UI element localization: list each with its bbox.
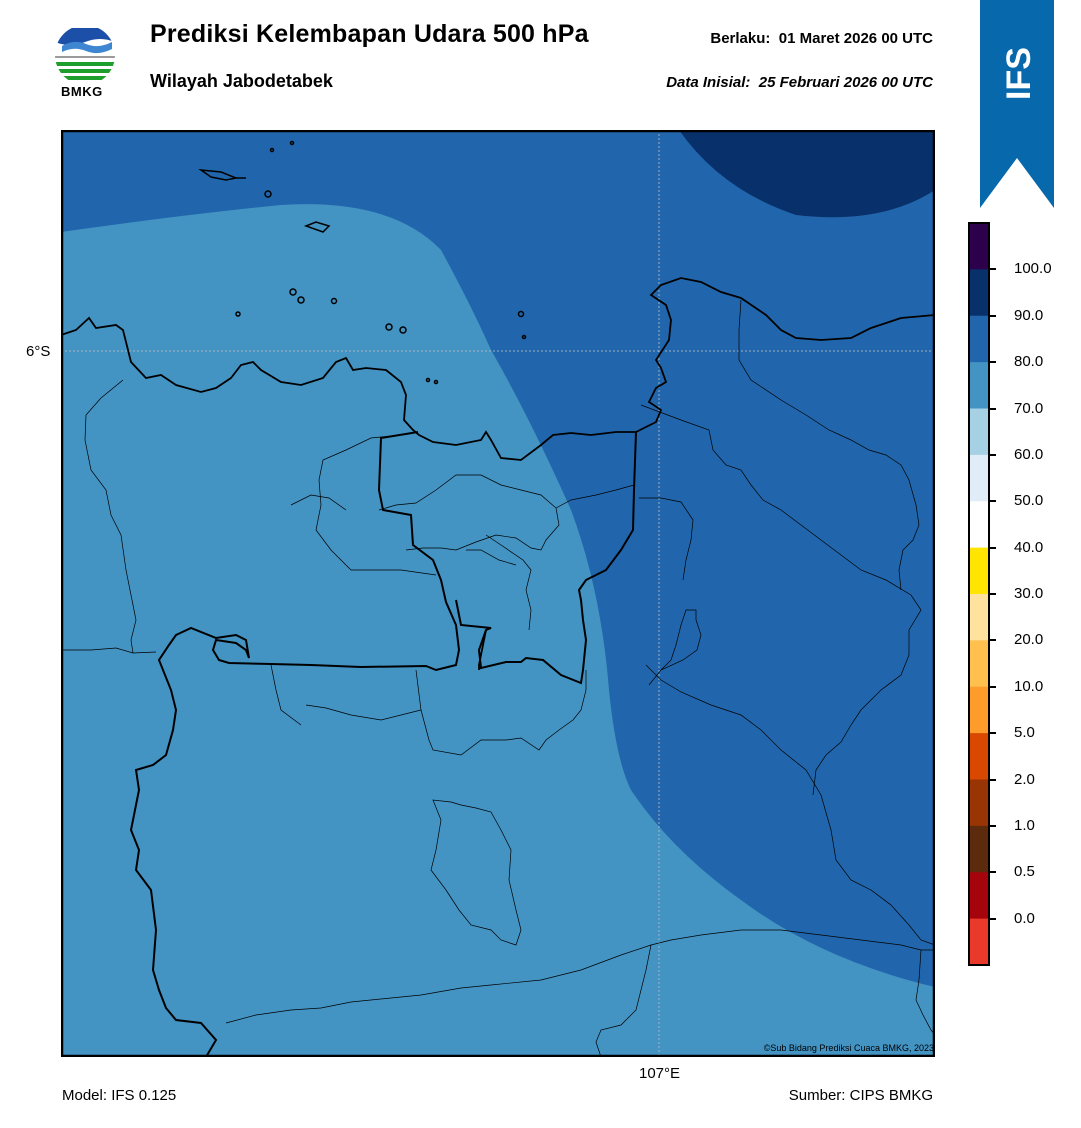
colorbar-tick [990,593,996,595]
colorbar-tick [990,453,996,456]
colorbar-tick [990,500,996,503]
logo-text: BMKG [61,84,103,99]
colorbar-tick [990,268,996,271]
regency-boundaries [61,299,935,1057]
ribbon-text: IFS [1000,47,1038,100]
province-boundary [129,431,461,1057]
colorbar-label: 70.0 [1014,399,1044,417]
colorbar-cell [969,779,989,827]
init-label: Data Inisial: [666,74,751,91]
colorbar-tick [990,314,996,317]
province-boundary-inner [478,629,487,670]
colorbar-cell [969,501,989,549]
colorbar-tick [990,871,996,874]
colorbar-tick [990,361,996,364]
coastline [61,277,935,461]
map-credit: ©Sub Bidang Prediksi Cuaca BMKG, 2023 [763,1043,934,1053]
colorbar-label: 60.0 [1014,445,1044,463]
colorbar-cell [969,872,989,920]
map-subtitle: Wilayah Jabodetabek [150,71,333,91]
colorbar-label: 80.0 [1014,353,1044,371]
colorbar-tick [990,917,996,920]
source-label: Sumber: CIPS BMKG [788,1087,933,1104]
zone-90-100 [679,130,935,218]
colorbar-label: 20.0 [1014,631,1044,649]
init-time: Data Inisial: 25 Februari 2026 00 UTC [666,74,933,91]
init-value: 25 Februari 2026 00 UTC [758,74,933,91]
colorbar-cell [969,594,989,641]
valid-time: Berlaku: 01 Maret 2026 00 UTC [710,30,933,47]
colorbar-cell [969,269,989,317]
humidity-map [61,130,935,1057]
zone-70-80 [61,204,935,1057]
colorbar-label: 2.0 [1014,770,1035,788]
colorbar-tick [990,778,996,781]
colorbar-tick [990,732,996,735]
latitude-label: 6°S [26,343,51,360]
colorbar [968,222,990,966]
colorbar-label: 0.5 [1014,863,1035,881]
colorbar-tick [990,824,996,827]
model-label: Model: IFS 0.125 [62,1087,177,1104]
colorbar-cell [969,825,989,873]
colorbar-cell [969,315,989,363]
colorbar-cell [969,733,989,780]
map-title: Prediksi Kelembapan Udara 500 hPa [150,20,589,48]
colorbar-tick [990,685,996,688]
colorbar-label: 40.0 [1014,538,1044,556]
province-boundary-east [455,431,637,685]
colorbar-cell [969,918,989,966]
colorbar-label: 30.0 [1014,585,1044,602]
colorbar-tick [990,407,996,410]
ifs-ribbon: IFS [980,0,1054,208]
colorbar-label: 50.0 [1014,492,1044,510]
longitude-label: 107°E [639,1065,681,1082]
colorbar-cell [969,408,989,456]
colorbar-label: 100.0 [1014,260,1052,278]
colorbar-label: 90.0 [1014,306,1044,324]
valid-label: Berlaku: [710,30,771,47]
colorbar-label: 5.0 [1014,724,1035,742]
islands [198,140,527,385]
colorbar-cell [969,454,989,502]
valid-value: 01 Maret 2026 00 UTC [778,30,933,47]
colorbar-tick [990,639,996,642]
colorbar-tick [990,546,996,549]
colorbar-label: 0.0 [1014,909,1035,927]
colorbar-cell [969,686,989,734]
colorbar-cell [969,640,989,688]
bmkg-logo-icon [55,25,115,85]
colorbar-cell [969,362,989,409]
colorbar-cell [969,547,989,595]
colorbar-label: 10.0 [1014,677,1044,695]
colorbar-label: 1.0 [1014,816,1035,834]
colorbar-cell [969,223,989,270]
